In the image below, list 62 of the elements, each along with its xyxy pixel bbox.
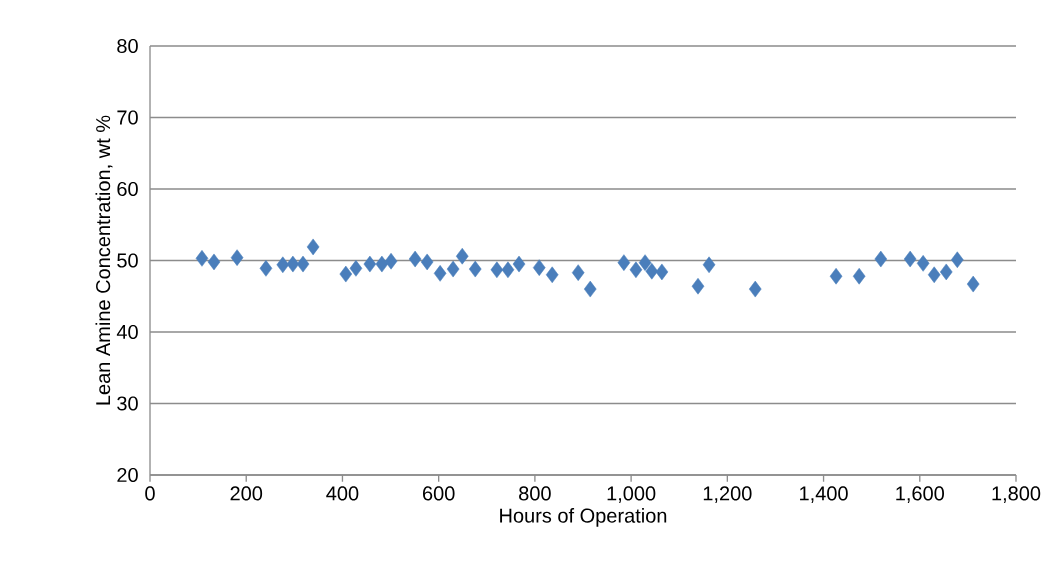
point: [617, 254, 631, 271]
point: [375, 255, 389, 273]
point: [306, 238, 320, 256]
point: [195, 250, 209, 267]
point: [571, 264, 585, 281]
point: [276, 256, 290, 274]
point: [408, 250, 422, 268]
point: [852, 267, 866, 285]
point: [545, 266, 559, 284]
point: [532, 259, 546, 276]
y-tick-label: 20: [117, 467, 138, 483]
point: [420, 253, 434, 271]
point: [645, 262, 659, 280]
point: [874, 250, 888, 268]
point: [207, 253, 221, 271]
y-tick-label: 30: [117, 396, 138, 411]
point: [939, 263, 953, 281]
point: [339, 265, 353, 283]
point: [286, 255, 300, 273]
point: [638, 254, 652, 271]
y-axis-title: Lean Amine Concentration, wt %: [95, 115, 113, 405]
x-tick-label: 1,800: [992, 486, 1041, 503]
x-tick-label: 1,600: [896, 486, 945, 503]
point: [629, 261, 643, 279]
x-tick-label: 800: [519, 486, 551, 501]
y-tick-label: 80: [117, 38, 138, 54]
point: [966, 275, 980, 293]
x-tick-label: 600: [423, 486, 455, 501]
point: [903, 250, 917, 268]
point: [446, 260, 460, 278]
point: [927, 266, 941, 284]
y-tick-label: 60: [117, 181, 138, 197]
x-axis-title: Hours of Operation: [500, 508, 667, 527]
point: [748, 280, 762, 298]
x-tick-label: 0: [145, 486, 155, 501]
point: [490, 261, 504, 279]
x-tick-label: 1,000: [607, 486, 656, 503]
point: [468, 260, 482, 278]
y-tick-label: 50: [117, 253, 138, 268]
point: [230, 249, 244, 266]
x-tick-label: 1,200: [703, 486, 752, 503]
point: [916, 255, 930, 272]
point: [349, 260, 363, 277]
point: [363, 255, 377, 273]
point: [512, 255, 526, 273]
x-tick-label: 400: [326, 486, 359, 501]
point: [384, 252, 398, 270]
y-tick-label: 40: [116, 324, 138, 340]
point: [501, 261, 515, 279]
y-tick-label: 70: [117, 110, 138, 125]
point: [583, 280, 597, 298]
point: [655, 263, 669, 281]
point: [951, 251, 964, 269]
point: [702, 256, 716, 274]
point: [691, 277, 705, 295]
x-tick-label: 200: [230, 486, 263, 501]
point: [455, 247, 469, 265]
point: [259, 260, 273, 277]
point: [433, 265, 447, 282]
x-tick-label: 1,400: [800, 486, 848, 503]
point: [296, 255, 310, 273]
point: [829, 267, 843, 285]
